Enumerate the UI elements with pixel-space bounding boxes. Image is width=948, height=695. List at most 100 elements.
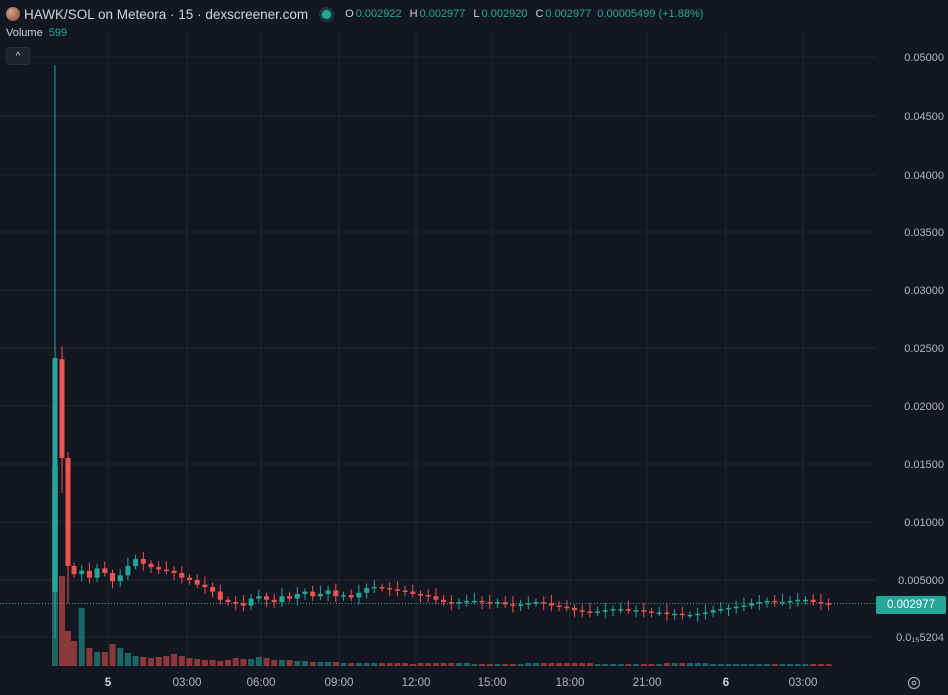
settings-icon[interactable] <box>907 676 921 690</box>
close-value: 0.002977 <box>545 8 592 20</box>
candle-body <box>618 609 624 611</box>
candle-body <box>59 359 65 458</box>
candle-body <box>325 590 331 594</box>
candle-body <box>810 599 816 603</box>
candle-body <box>679 613 685 616</box>
volume-bar <box>563 663 570 666</box>
volume-bar <box>456 663 462 666</box>
x-tick-label: 6 <box>723 677 729 689</box>
volume-bar <box>556 663 563 666</box>
candle-body <box>641 610 647 612</box>
volume-bar <box>302 661 308 666</box>
high-key: H <box>409 8 418 20</box>
volume-bar <box>325 662 332 666</box>
volume-bar <box>132 656 139 666</box>
y-tick-label: 0.01000 <box>904 517 944 529</box>
volume-value: 599 <box>48 27 68 39</box>
candle-body <box>502 602 508 605</box>
candle-body <box>102 568 108 574</box>
volume-bar <box>409 664 416 666</box>
volume-bar <box>533 663 539 666</box>
volume-bar <box>448 663 455 666</box>
volume-bar <box>124 653 131 666</box>
volume-bar <box>171 654 178 666</box>
candle-body <box>341 595 346 597</box>
candle-body <box>733 606 739 609</box>
y-tick-label: 0.03500 <box>904 227 944 239</box>
volume-bar <box>386 663 393 666</box>
volume-bar <box>209 660 216 666</box>
candle-body <box>94 568 100 578</box>
volume-bar <box>594 664 601 666</box>
volume-legend: Volume 599 <box>6 27 67 39</box>
chevron-up-icon: ^ <box>15 50 21 62</box>
volume-bar <box>355 663 362 666</box>
volume-bar <box>471 664 478 666</box>
volume-bar <box>348 663 355 666</box>
volume-bar <box>509 664 516 666</box>
candle-body <box>749 603 755 606</box>
volume-bar <box>59 576 65 666</box>
volume-bar <box>332 662 339 666</box>
volume-bar <box>340 663 347 666</box>
candle-body <box>587 611 593 613</box>
candle-body <box>433 596 439 600</box>
volume-bar <box>756 664 763 666</box>
change-value: 0.00005499 (+1.88%) <box>597 8 704 20</box>
candle-body <box>610 609 616 611</box>
volume-bar <box>225 660 231 666</box>
candle-body <box>564 606 570 609</box>
candle-body <box>371 586 377 589</box>
volume-bar <box>263 658 270 666</box>
candle-body <box>764 600 770 603</box>
volume-bar <box>271 660 278 666</box>
collapse-legend-button[interactable]: ^ <box>6 47 30 65</box>
candle-body <box>695 613 701 616</box>
y-tick-label: 0.05000 <box>904 52 944 64</box>
volume-bar <box>663 663 670 666</box>
volume-bar <box>78 608 85 666</box>
volume-bar <box>194 659 201 666</box>
volume-bar <box>178 656 185 666</box>
volume-bar <box>787 664 794 666</box>
volume-bar <box>463 663 470 666</box>
volume-bar <box>117 648 124 666</box>
candle-body <box>110 573 115 582</box>
candle-body <box>633 610 639 612</box>
candle-body <box>803 599 808 602</box>
candle-body <box>71 566 77 575</box>
low-key: L <box>473 8 480 20</box>
volume-bar <box>764 664 770 666</box>
volume-bar <box>702 663 709 666</box>
volume-label: Volume <box>6 27 43 39</box>
candle-body <box>248 598 254 606</box>
candle-body <box>548 603 554 606</box>
volume-bar <box>694 663 701 666</box>
volume-bar <box>286 660 293 666</box>
volume-bar <box>52 466 58 666</box>
volume-bar <box>640 664 647 666</box>
candle-body <box>425 595 431 597</box>
candle-body <box>294 593 300 599</box>
volume-bar <box>671 663 678 666</box>
volume-bar <box>710 664 717 666</box>
candle-body <box>495 602 500 604</box>
volume-bar <box>425 663 432 666</box>
candle-body <box>448 602 454 604</box>
volume-bar <box>548 663 555 666</box>
x-tick-label: 06:00 <box>247 677 276 689</box>
volume-bar <box>109 644 116 666</box>
candle-body <box>402 590 408 592</box>
candle-body <box>148 563 154 568</box>
candle-body <box>279 596 285 603</box>
x-tick-label: 18:00 <box>556 677 585 689</box>
candle-body <box>287 596 293 599</box>
candle-body <box>233 602 239 604</box>
x-tick-label: 21:00 <box>633 677 662 689</box>
candle-body <box>86 570 92 578</box>
x-tick-label: 5 <box>105 677 112 689</box>
volume-bar <box>502 664 509 666</box>
candle-body <box>826 603 832 605</box>
volume-bar <box>309 662 316 666</box>
